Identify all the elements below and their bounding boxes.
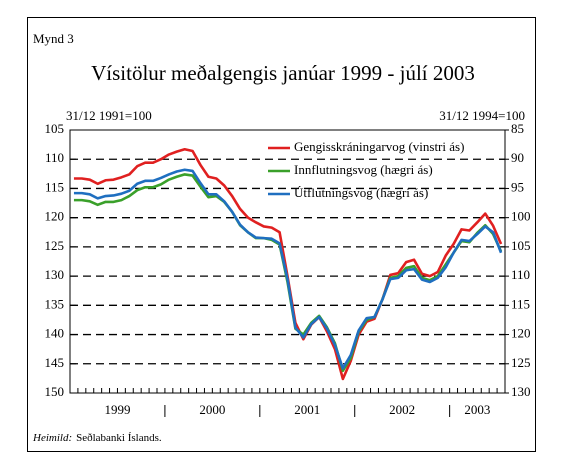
series-line (73, 168, 503, 370)
y-tick-label: 110 (45, 150, 64, 165)
y2-tick-label: 125 (511, 355, 531, 370)
y-tick-label: 135 (45, 296, 65, 311)
y-tick-label: 125 (45, 238, 65, 253)
y2-tick-label: 105 (511, 238, 531, 253)
y-tick-label: 145 (45, 355, 65, 370)
frame (27, 17, 536, 452)
y-tick-label: 120 (45, 209, 65, 224)
y-axis-label: 31/12 1991=100 (66, 108, 152, 123)
y2-tick-label: 90 (511, 150, 524, 165)
x-tick-label: 2002 (389, 402, 415, 417)
source: Heimild: Seðlabanki Íslands. (32, 432, 162, 444)
y-tick-label: 140 (45, 326, 65, 341)
x-tick-label: 2003 (464, 402, 490, 417)
figure-label: Mynd 3 (33, 31, 74, 46)
legend-label: Útflutningsvog (hægri ás) (294, 185, 428, 200)
legend-label: Innflutningsvog (hægri ás) (294, 162, 433, 177)
x-tick-label: 2001 (294, 402, 320, 417)
y-tick-label: 130 (45, 267, 65, 282)
plot-area (69, 129, 506, 394)
source-text: Seðlabanki Íslands. (76, 432, 162, 444)
y2-tick-label: 85 (511, 121, 524, 136)
source-label: Heimild: (32, 432, 72, 444)
y-tick-label: 115 (45, 179, 64, 194)
y2-tick-label: 95 (511, 179, 524, 194)
y2-axis-label: 31/12 1994=100 (439, 108, 525, 123)
chart-title: Vísitölur meðalgengis janúar 1999 - júlí… (91, 61, 475, 85)
legend-label: Gengisskráningarvog (vinstri ás) (294, 139, 464, 154)
y2-tick-label: 120 (511, 326, 531, 341)
y2-tick-label: 115 (511, 296, 530, 311)
x-tick-label: 1999 (104, 402, 130, 417)
x-tick-label: 2000 (199, 402, 225, 417)
y2-tick-label: 100 (511, 209, 531, 224)
y2-tick-label: 110 (511, 267, 530, 282)
y-tick-label: 105 (45, 121, 65, 136)
y-tick-label: 150 (45, 384, 65, 399)
y2-tick-label: 130 (511, 384, 531, 399)
